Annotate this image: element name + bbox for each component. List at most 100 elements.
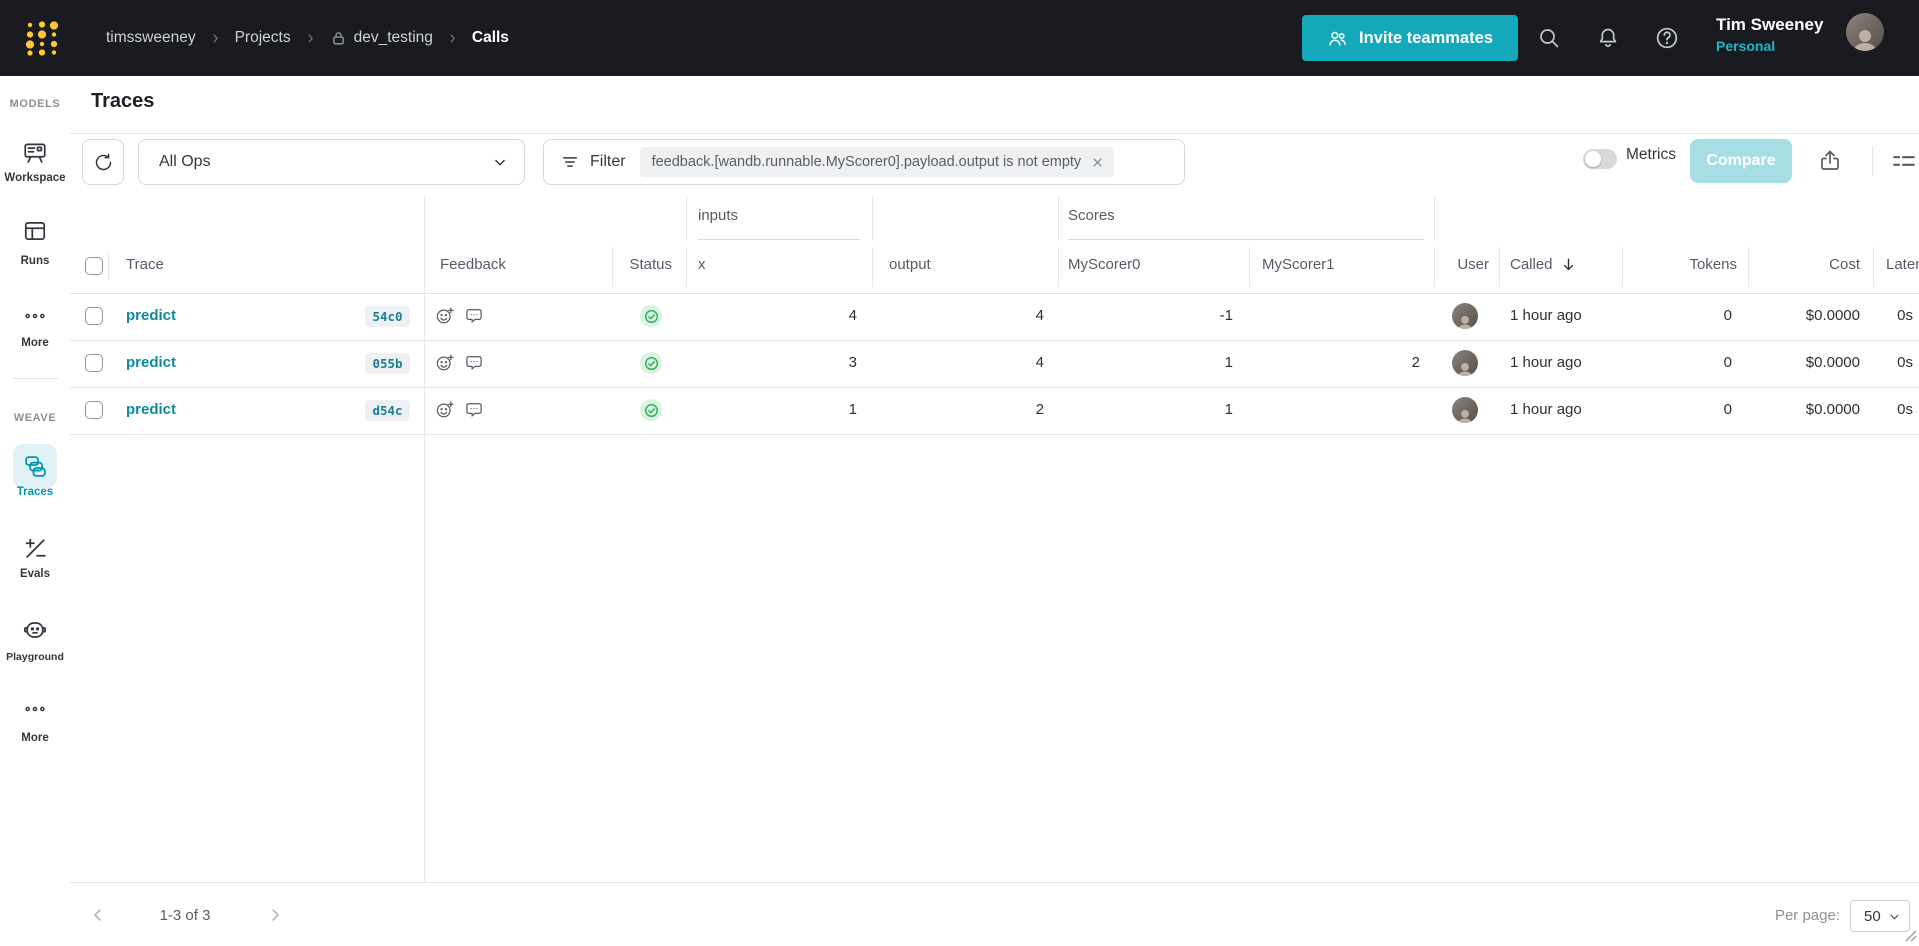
- export-icon[interactable]: [1808, 141, 1852, 181]
- cell-latency: 0s: [1897, 354, 1913, 371]
- breadcrumb-entity[interactable]: timssweeney: [106, 29, 196, 46]
- user-avatar[interactable]: [1452, 397, 1478, 423]
- chevron-down-icon: [491, 153, 509, 171]
- cell-myscorer0: 1: [1224, 401, 1233, 418]
- breadcrumb-projects[interactable]: Projects: [234, 29, 291, 46]
- sidebar-item-more-weave[interactable]: More: [21, 732, 49, 744]
- resize-handle[interactable]: [1903, 928, 1917, 942]
- sort-desc-icon[interactable]: [1560, 256, 1577, 273]
- divider: [1058, 196, 1059, 240]
- sidebar-item-more-models[interactable]: More: [21, 337, 49, 349]
- lock-icon: [330, 30, 347, 47]
- previous-page-icon[interactable]: [85, 902, 111, 928]
- wandb-logo-icon[interactable]: [24, 20, 60, 56]
- trace-op-link[interactable]: predict: [126, 307, 177, 324]
- user-avatar[interactable]: [1452, 303, 1478, 329]
- divider: [872, 196, 873, 240]
- column-header-user[interactable]: User: [1457, 256, 1489, 273]
- sidebar-item-workspace[interactable]: Workspace: [4, 172, 66, 184]
- user-avatar[interactable]: [1846, 13, 1884, 51]
- column-header-latency[interactable]: Latency: [1886, 256, 1919, 273]
- trace-op-link[interactable]: predict: [126, 401, 177, 418]
- add-reaction-icon[interactable]: [435, 353, 455, 373]
- workspace-icon[interactable]: [0, 140, 70, 166]
- metrics-toggle[interactable]: [1583, 149, 1617, 169]
- column-header-myscorer0[interactable]: MyScorer0: [1068, 256, 1141, 273]
- divider: [108, 254, 109, 280]
- column-group-inputs: inputs: [698, 207, 739, 224]
- trace-op-link[interactable]: predict: [126, 354, 177, 371]
- comment-icon[interactable]: [464, 306, 484, 326]
- divider: [1068, 239, 1424, 240]
- evals-icon[interactable]: [0, 536, 70, 561]
- comment-icon[interactable]: [464, 400, 484, 420]
- cell-latency: 0s: [1897, 401, 1913, 418]
- table-row[interactable]: predict d54c 1 2 1 1 hour ago 0 $0.0000 …: [70, 387, 1919, 435]
- divider: [1249, 247, 1250, 287]
- more-dots-icon[interactable]: [0, 310, 70, 322]
- column-header-cost[interactable]: Cost: [1829, 256, 1860, 273]
- ops-selector[interactable]: All Ops: [138, 139, 525, 185]
- playground-robot-icon[interactable]: [0, 617, 70, 643]
- divider: [686, 196, 687, 240]
- traces-icon[interactable]: [13, 444, 57, 488]
- help-icon[interactable]: [1647, 18, 1687, 58]
- column-header-output[interactable]: output: [889, 256, 931, 273]
- sidebar-section-models: MODELS: [9, 98, 61, 110]
- breadcrumb-project[interactable]: dev_testing: [330, 29, 433, 47]
- column-header-tokens[interactable]: Tokens: [1689, 256, 1737, 273]
- sidebar-item-playground[interactable]: Playground: [6, 651, 64, 663]
- add-reaction-icon[interactable]: [435, 400, 455, 420]
- runs-table-icon[interactable]: [0, 218, 70, 244]
- cell-latency: 0s: [1897, 307, 1913, 324]
- divider: [1499, 247, 1500, 287]
- invite-teammates-button[interactable]: Invite teammates: [1302, 15, 1518, 61]
- compare-button[interactable]: Compare: [1690, 139, 1792, 183]
- call-id-badge[interactable]: d54c: [365, 400, 410, 421]
- next-page-icon[interactable]: [262, 902, 288, 928]
- column-header-x[interactable]: x: [698, 256, 706, 273]
- column-header-trace[interactable]: Trace: [126, 256, 164, 273]
- comment-icon[interactable]: [464, 353, 484, 373]
- column-header-myscorer1[interactable]: MyScorer1: [1262, 256, 1335, 273]
- sidebar-item-evals[interactable]: Evals: [19, 568, 51, 580]
- refresh-button[interactable]: [82, 139, 124, 185]
- column-header-status[interactable]: Status: [629, 256, 672, 273]
- filter-chip-text: feedback.[wandb.runnable.MyScorer0].payl…: [651, 154, 1082, 170]
- status-success-icon: [640, 352, 662, 374]
- notifications-bell-icon[interactable]: [1588, 18, 1628, 58]
- table-row[interactable]: predict 54c0 4 4 -1 1 hour ago 0 $0.0000…: [70, 293, 1919, 341]
- sidebar-item-runs[interactable]: Runs: [20, 255, 50, 267]
- user-name: Tim Sweeney: [1716, 15, 1824, 34]
- row-checkbox[interactable]: [85, 354, 103, 372]
- close-icon[interactable]: [1090, 155, 1105, 170]
- divider: [612, 247, 613, 287]
- manage-columns-icon[interactable]: [1882, 141, 1919, 181]
- sidebar-divider: [12, 378, 58, 379]
- chevron-down-icon: [1887, 909, 1902, 924]
- call-id-badge[interactable]: 055b: [365, 353, 410, 374]
- per-page-select[interactable]: 50: [1850, 900, 1910, 932]
- more-dots-icon[interactable]: [0, 703, 70, 715]
- filter-chip[interactable]: feedback.[wandb.runnable.MyScorer0].payl…: [639, 147, 1115, 177]
- column-header-feedback[interactable]: Feedback: [440, 256, 506, 273]
- cell-myscorer1: 2: [1411, 354, 1420, 371]
- user-avatar[interactable]: [1452, 350, 1478, 376]
- row-checkbox[interactable]: [85, 401, 103, 419]
- call-id-badge[interactable]: 54c0: [365, 306, 410, 327]
- column-group-scores: Scores: [1068, 207, 1115, 224]
- divider: [1622, 247, 1623, 287]
- cell-cost: $0.0000: [1805, 354, 1860, 371]
- cell-tokens: 0: [1723, 401, 1732, 418]
- user-menu[interactable]: Tim Sweeney Personal: [1716, 15, 1823, 54]
- row-checkbox[interactable]: [85, 307, 103, 325]
- table-row[interactable]: predict 055b 3 4 1 2 1 hour ago 0 $0.000…: [70, 340, 1919, 388]
- search-icon[interactable]: [1529, 18, 1569, 58]
- divider: [1873, 247, 1874, 287]
- sidebar-item-traces[interactable]: Traces: [16, 486, 54, 498]
- select-all-checkbox[interactable]: [85, 257, 103, 275]
- add-reaction-icon[interactable]: [435, 306, 455, 326]
- column-header-called[interactable]: Called: [1510, 256, 1577, 273]
- divider: [1872, 146, 1873, 176]
- filter-bar[interactable]: Filter feedback.[wandb.runnable.MyScorer…: [543, 139, 1185, 185]
